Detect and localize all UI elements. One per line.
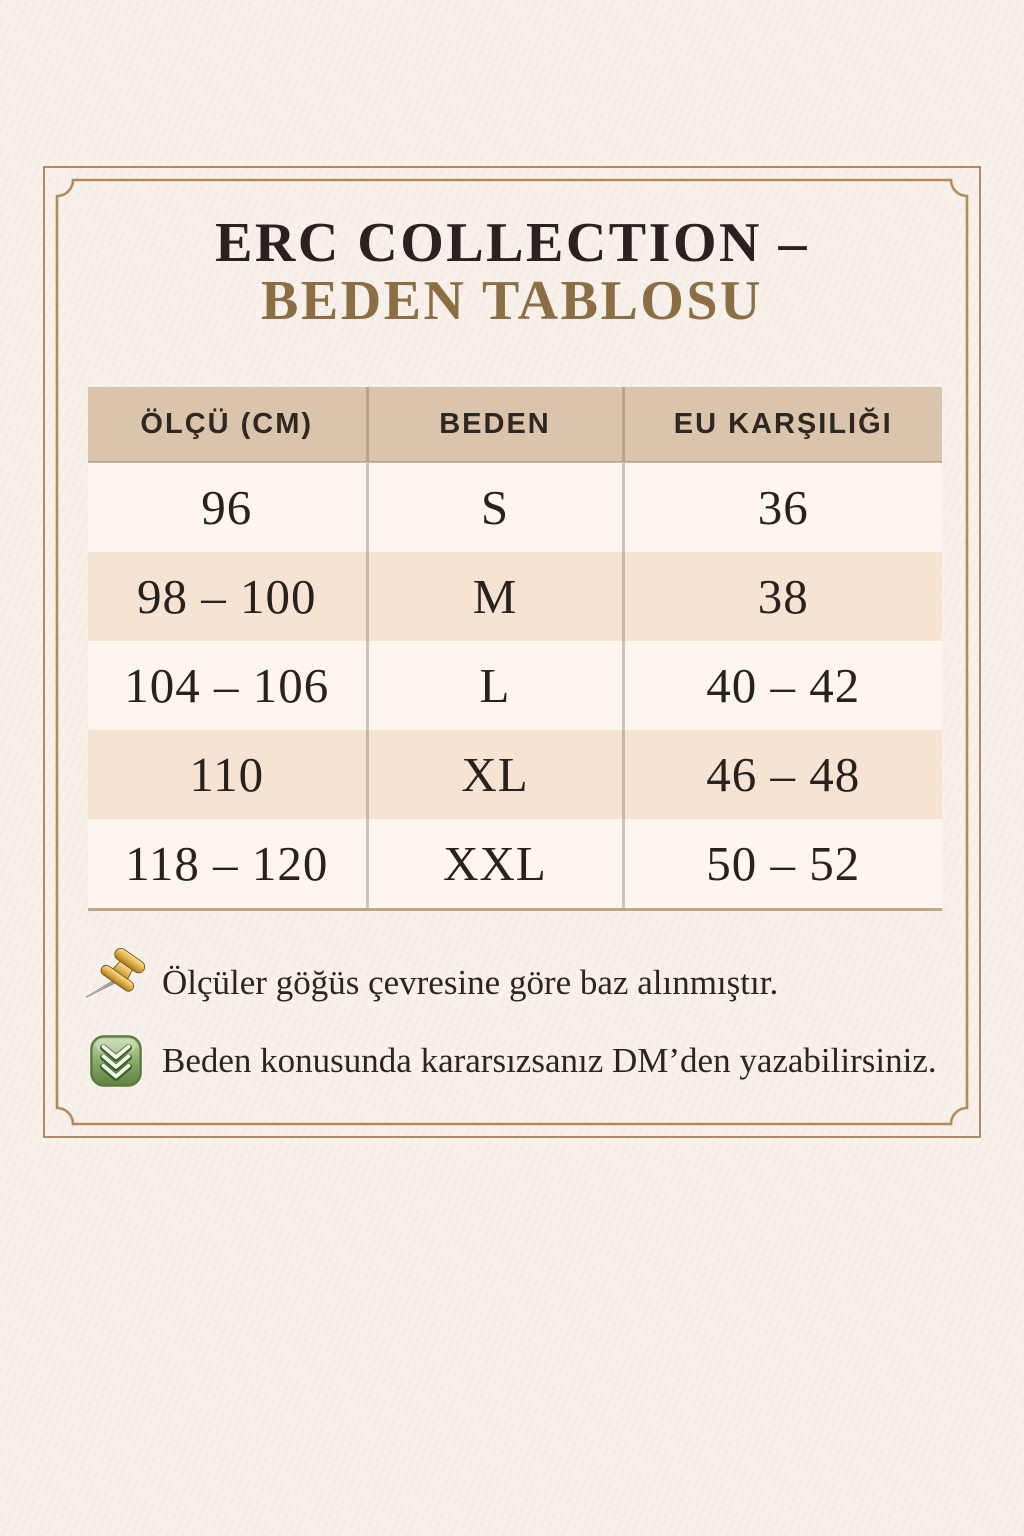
- incoming-envelope-icon: [84, 1034, 148, 1088]
- table-row: 118 – 120 XXL 50 – 52: [88, 819, 942, 911]
- title-brand: ERC COLLECTION –: [215, 212, 809, 274]
- column-header-beden: BEDEN: [365, 387, 623, 463]
- cell-eu-karsiligi: 38: [621, 552, 942, 641]
- cell-olcu-cm: 96: [201, 480, 253, 535]
- cell-olcu-cm: 104 – 106: [124, 658, 330, 713]
- cell-beden: L: [365, 641, 623, 730]
- note-dm: Beden konusunda kararsızsanız DM’den yaz…: [84, 1034, 970, 1088]
- note-measurement-text: Ölçüler göğüs çevresine göre baz alınmış…: [162, 963, 779, 1002]
- table-row: 98 – 100 M 38: [88, 552, 942, 641]
- cell-olcu-cm: 118 – 120: [88, 819, 367, 911]
- size-table-header: ÖLÇÜ (CM) BEDEN EU KARŞILIĞI: [88, 387, 942, 463]
- cell-beden: XXL: [365, 819, 623, 911]
- table-row: 104 – 106 L 40 – 42: [88, 641, 942, 730]
- cell-olcu-cm: 98 – 100: [137, 569, 317, 624]
- cell-olcu-cm: 110: [189, 747, 265, 802]
- header-row: ÖLÇÜ (CM) BEDEN EU KARŞILIĞI: [88, 387, 942, 463]
- note-measurement: Ölçüler göğüs çevresine göre baz alınmış…: [84, 946, 970, 1020]
- cell-beden: XL: [365, 730, 623, 819]
- cell-eu-karsiligi: 40 – 42: [621, 641, 942, 730]
- notes-section: Ölçüler göğüs çevresine göre baz alınmış…: [84, 946, 970, 1102]
- table-row: 110 XL 46 – 48: [88, 730, 942, 819]
- cell-beden: S: [365, 462, 623, 552]
- table-row: 96 S 36: [88, 462, 942, 552]
- cell-eu-karsiligi: 36: [621, 462, 942, 552]
- page-title: ERC COLLECTION – BEDEN TABLOSU: [0, 214, 1024, 330]
- cell-eu-karsiligi: 46 – 48: [621, 730, 942, 819]
- cell-eu-karsiligi: 50 – 52: [621, 819, 942, 911]
- cell-beden: M: [365, 552, 623, 641]
- pushpin-icon: [84, 946, 148, 1020]
- title-subtitle: BEDEN TABLOSU: [261, 270, 763, 332]
- size-table-body: 96 S 36 98 – 100 M 38 104 – 106 L 40 – 42 110 XL 46…: [88, 462, 942, 911]
- note-dm-text: Beden konusunda kararsızsanız DM’den yaz…: [162, 1041, 937, 1080]
- column-header-olcu-cm: ÖLÇÜ (CM): [88, 387, 367, 463]
- size-table: ÖLÇÜ (CM) BEDEN EU KARŞILIĞI 96 S 36 98 – 1…: [88, 387, 942, 911]
- column-header-eu-karsiligi: EU KARŞILIĞI: [621, 387, 942, 463]
